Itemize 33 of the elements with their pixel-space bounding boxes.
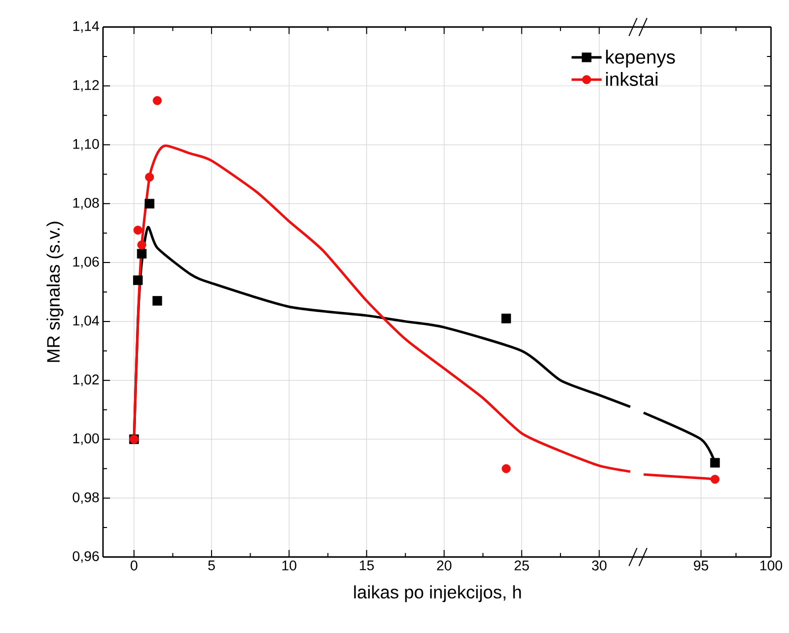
point	[502, 464, 511, 474]
x-axis-title: laikas po injekcijos, h	[354, 585, 521, 602]
point	[136, 248, 147, 259]
point	[152, 296, 162, 306]
point	[501, 314, 511, 324]
y-tick-label: 1,00	[73, 433, 99, 445]
y-tick-label: 0,98	[72, 492, 99, 504]
x-tick-label: 5	[208, 560, 215, 570]
y-tick-label: 1,08	[73, 198, 99, 210]
y-tick-label: 1,06	[73, 256, 99, 268]
x-tick-label: 25	[514, 560, 529, 570]
x-tick-label: 95	[694, 560, 708, 570]
x-tick-label: 0	[130, 560, 138, 570]
point	[133, 275, 143, 286]
legend-label: kepenys	[606, 50, 675, 68]
point	[152, 96, 162, 106]
y-axis-title: MR signalas (s.v.)	[46, 222, 64, 362]
point	[133, 226, 142, 235]
point	[144, 198, 154, 208]
y-tick-label: 1,02	[73, 374, 99, 386]
x-tick-label: 100	[760, 560, 782, 570]
y-tick-label: 1,10	[73, 138, 99, 151]
x-tick-label: 10	[282, 560, 296, 570]
x-tick-label: 30	[592, 560, 606, 570]
y-tick-label: 1,12	[73, 80, 99, 92]
y-tick-label: 1,14	[73, 21, 100, 33]
y-tick-label: 1,04	[73, 316, 100, 328]
x-tick-label: 20	[437, 560, 452, 570]
y-tick-label: 0,96	[72, 551, 99, 563]
legend-label: inkstai	[606, 72, 658, 86]
point	[137, 240, 146, 250]
x-tick-label: 15	[360, 560, 374, 570]
point	[145, 172, 154, 182]
